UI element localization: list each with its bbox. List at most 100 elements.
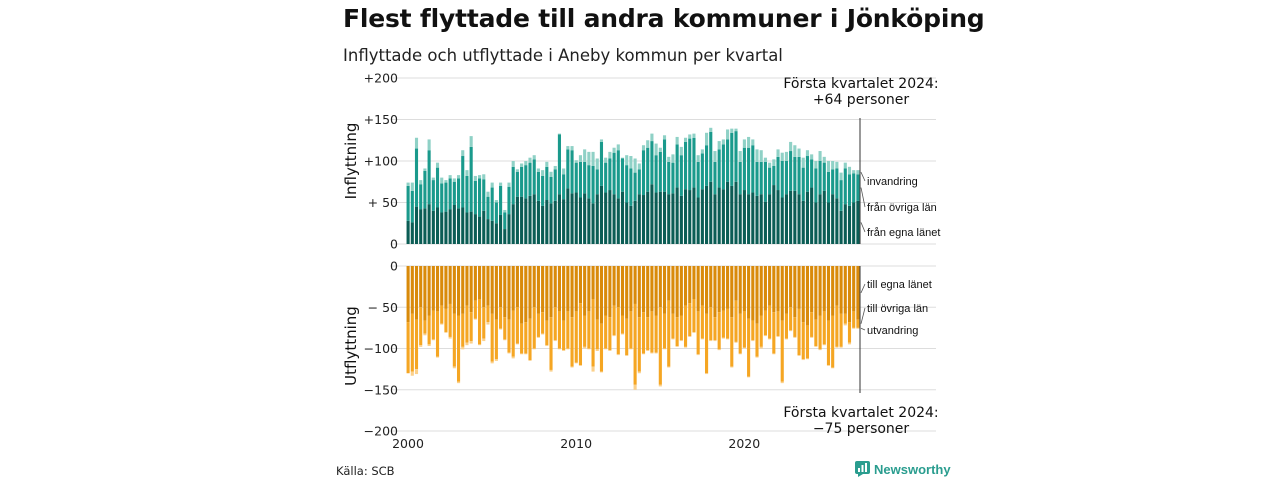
bar-segment-in_ovriga: [646, 147, 650, 192]
newsworthy-logo-icon: [855, 461, 870, 477]
bar-segment-out_egna: [789, 266, 793, 308]
bar-segment-in_ovriga: [713, 161, 717, 195]
y-axis-title: Utflyttning: [342, 306, 360, 386]
bar-segment-in_egna: [801, 200, 805, 244]
bar-segment-out_egna: [419, 266, 423, 308]
bar-segment-in_ovriga: [658, 151, 662, 192]
bar-segment-out_ovriga: [528, 318, 532, 361]
bar-segment-out_utvandring: [793, 336, 797, 338]
bar-segment-out_ovriga: [557, 311, 561, 349]
bar-segment-out_ovriga: [604, 315, 608, 349]
bar-segment-out_utvandring: [440, 323, 444, 325]
bar-segment-in_ovriga: [431, 180, 435, 211]
bar-segment-in_ovriga: [662, 139, 667, 192]
bar-segment-in_egna: [541, 205, 545, 244]
bar-segment-in_invandring: [444, 180, 448, 183]
bar-segment-in_ovriga: [448, 178, 452, 210]
bar-segment-in_ovriga: [423, 170, 427, 209]
bar-segment-out_ovriga: [658, 307, 662, 385]
bar-segment-in_ovriga: [776, 156, 780, 191]
bar-segment-in_ovriga: [747, 147, 751, 195]
bar-segment-out_ovriga: [801, 322, 805, 360]
bar-segment-in_invandring: [465, 170, 469, 176]
bar-segment-out_egna: [608, 266, 612, 318]
bar-segment-out_egna: [465, 266, 469, 306]
bar-segment-in_ovriga: [570, 150, 574, 194]
bar-segment-out_egna: [549, 266, 553, 318]
bar-segment-out_egna: [570, 266, 574, 318]
bar-segment-in_invandring: [578, 155, 583, 162]
bar-segment-in_egna: [835, 198, 839, 244]
bar-segment-out_egna: [410, 266, 414, 314]
bar-segment-out_ovriga: [772, 312, 776, 354]
bar-segment-in_ovriga: [721, 144, 725, 190]
bar-segment-out_ovriga: [608, 317, 612, 351]
annotation-line-2: +64 personer: [813, 92, 910, 108]
bar-segment-out_egna: [423, 266, 427, 321]
bar-segment-out_utvandring: [414, 369, 419, 375]
bar-segment-in_invandring: [511, 161, 515, 167]
bar-segment-out_ovriga: [726, 308, 730, 339]
bar-segment-in_ovriga: [629, 168, 633, 206]
bar-segment-out_egna: [490, 266, 494, 314]
bar-segment-in_egna: [738, 194, 742, 244]
bar-segment-out_ovriga: [641, 312, 646, 354]
bar-segment-in_invandring: [427, 139, 431, 151]
bar-segment-in_egna: [789, 190, 793, 244]
bar-segment-out_ovriga: [511, 310, 515, 357]
bar-segment-out_ovriga: [793, 317, 797, 337]
bar-segment-in_ovriga: [692, 137, 696, 188]
bar-segment-out_egna: [763, 266, 767, 311]
bar-segment-out_egna: [793, 266, 797, 318]
bar-segment-in_ovriga: [545, 166, 549, 201]
bar-segment-out_utvandring: [692, 332, 696, 333]
bar-segment-in_invandring: [452, 178, 456, 182]
bar-segment-in_ovriga: [444, 182, 448, 212]
bar-segment-out_utvandring: [776, 336, 780, 337]
legend-label-in_ovriga: från övriga län: [867, 202, 937, 214]
bar-segment-out_ovriga: [759, 315, 763, 347]
bar-segment-out_ovriga: [717, 312, 721, 350]
bar-segment-in_ovriga: [751, 145, 755, 193]
bar-segment-in_invandring: [831, 161, 835, 170]
bar-segment-out_utvandring: [839, 346, 843, 348]
bar-segment-out_ovriga: [852, 311, 856, 328]
bar-segment-out_egna: [541, 266, 545, 313]
legend-leader-line: [860, 222, 866, 233]
bar-segment-out_egna: [503, 266, 507, 318]
bar-segment-in_egna: [700, 189, 704, 244]
bar-segment-in_egna: [549, 203, 553, 244]
bar-segment-in_ovriga: [700, 153, 704, 190]
bar-segment-out_utvandring: [494, 359, 498, 361]
bar-segment-in_egna: [641, 195, 646, 244]
bar-segment-in_ovriga: [852, 173, 856, 203]
bar-segment-out_utvandring: [835, 346, 839, 348]
bar-segment-out_ovriga: [709, 307, 713, 341]
bar-segment-out_utvandring: [482, 338, 486, 342]
bar-segment-in_egna: [742, 190, 746, 244]
bar-segment-in_egna: [520, 196, 524, 244]
bar-segment-in_egna: [515, 196, 519, 244]
bar-segment-out_utvandring: [587, 348, 591, 350]
bar-segment-out_egna: [478, 266, 482, 299]
bar-segment-in_egna: [839, 210, 843, 244]
bar-segment-out_ovriga: [780, 320, 784, 382]
bar-segment-out_egna: [456, 266, 461, 316]
bar-segment-in_egna: [667, 194, 671, 244]
bar-segment-in_invandring: [721, 139, 725, 145]
bar-segment-in_ovriga: [654, 155, 658, 193]
bar-segment-in_ovriga: [528, 162, 532, 196]
bar-segment-in_ovriga: [688, 138, 692, 191]
bar-segment-in_invandring: [456, 175, 461, 179]
bar-segment-in_ovriga: [435, 167, 440, 208]
bar-segment-out_ovriga: [742, 311, 746, 348]
bar-segment-in_invandring: [637, 163, 641, 170]
bar-segment-out_utvandring: [473, 318, 477, 320]
bar-segment-in_ovriga: [520, 166, 524, 197]
bar-segment-in_invandring: [419, 180, 423, 185]
bar-segment-out_egna: [852, 266, 856, 312]
bar-segment-out_ovriga: [810, 312, 814, 337]
bar-segment-in_egna: [612, 194, 616, 244]
bar-segment-in_invandring: [595, 158, 599, 170]
bar-segment-in_ovriga: [452, 181, 456, 205]
